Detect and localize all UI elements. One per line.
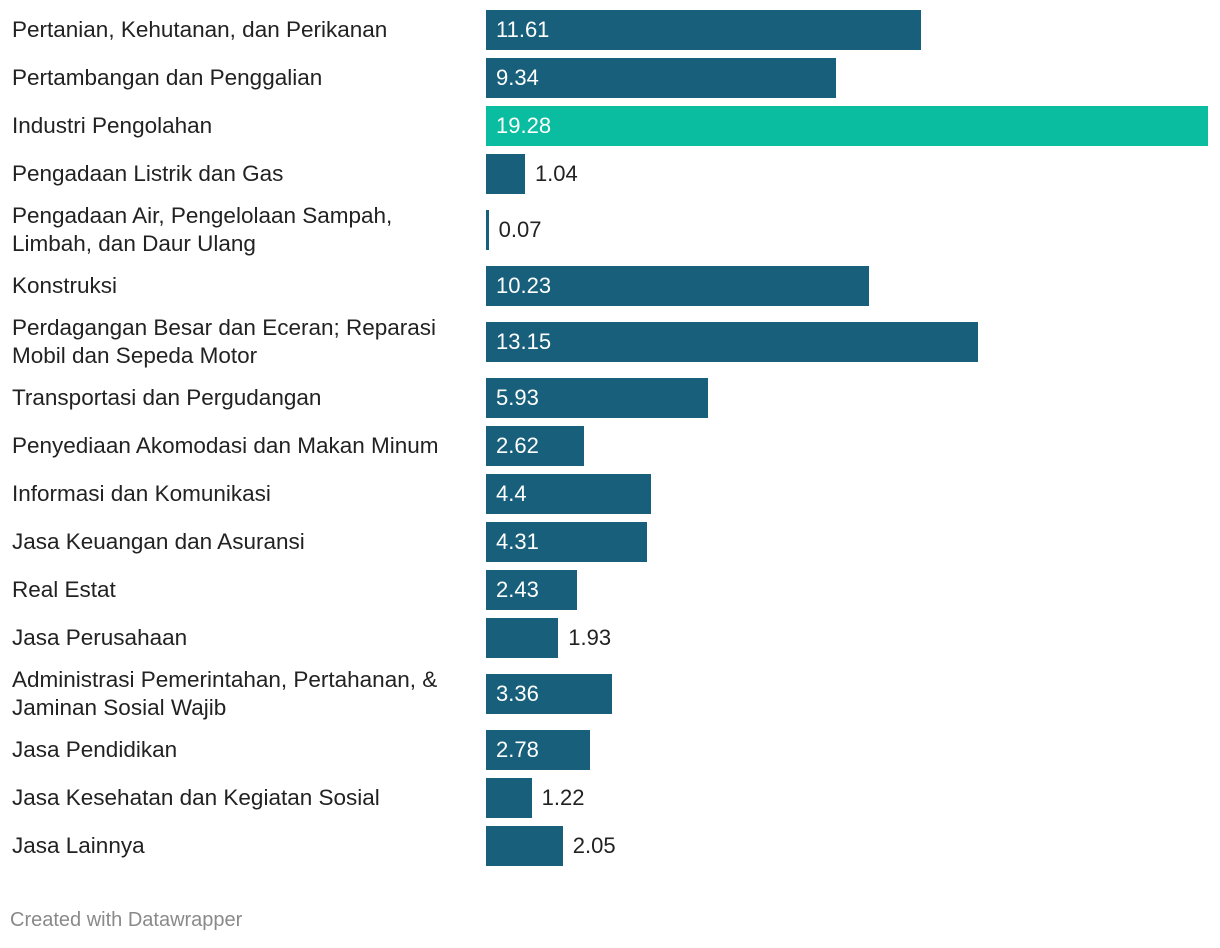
bar <box>486 426 585 466</box>
bar <box>486 322 979 362</box>
category-label: Penyediaan Akomodasi dan Makan Minum <box>12 433 439 458</box>
category-label: Informasi dan Komunikasi <box>12 481 271 506</box>
value-label: 1.22 <box>541 785 585 810</box>
value-label: 2.43 <box>496 577 539 602</box>
category-label: Jasa Pendidikan <box>12 737 178 762</box>
bar <box>486 154 525 194</box>
bar <box>486 778 532 818</box>
category-label: Pertambangan dan Penggalian <box>12 65 323 90</box>
category-label: Jasa Perusahaan <box>12 625 188 650</box>
value-label: 2.05 <box>572 833 616 858</box>
bar <box>486 826 563 866</box>
bar <box>486 106 1208 146</box>
datawrapper-credit[interactable]: Created with Datawrapper <box>10 909 243 931</box>
value-label: 1.04 <box>534 161 578 186</box>
bar <box>486 210 489 250</box>
value-label: 5.93 <box>496 385 539 410</box>
category-label: Jasa Kesehatan dan Kegiatan Sosial <box>12 785 380 810</box>
value-label: 19.28 <box>496 113 552 138</box>
value-label: 11.61 <box>496 17 550 42</box>
value-label: 3.36 <box>496 681 539 706</box>
category-label: Jasa Lainnya <box>12 833 145 858</box>
category-label: Pengadaan Listrik dan Gas <box>12 161 284 186</box>
bar <box>486 618 559 658</box>
bar <box>486 474 651 514</box>
category-label: Perdagangan Besar dan Eceran; Reparasi M… <box>12 315 437 368</box>
value-label: 0.07 <box>498 217 542 242</box>
bar <box>486 730 591 770</box>
bar <box>486 522 648 562</box>
bar <box>486 58 836 98</box>
category-label: Konstruksi <box>12 273 118 298</box>
bar <box>486 570 577 610</box>
value-label: 2.62 <box>496 433 539 458</box>
value-label: 9.34 <box>496 65 539 90</box>
value-label: 2.78 <box>496 737 539 762</box>
value-label: 4.4 <box>496 481 527 506</box>
value-label: 1.93 <box>568 625 612 650</box>
bar <box>486 266 870 306</box>
bar <box>486 378 709 418</box>
category-label: Transportasi dan Pergudangan <box>12 385 322 410</box>
bar <box>486 674 612 714</box>
category-label: Pengadaan Air, Pengelolaan Sampah, Limba… <box>12 203 393 256</box>
category-label: Administrasi Pemerintahan, Pertahanan, &… <box>12 667 438 720</box>
category-label: Jasa Keuangan dan Asuransi <box>12 529 305 554</box>
value-label: 10.23 <box>496 273 552 298</box>
category-label: Industri Pengolahan <box>12 113 213 138</box>
category-label: Real Estat <box>12 577 116 602</box>
category-label: Pertanian, Kehutanan, dan Perikanan <box>12 17 388 42</box>
value-label: 4.31 <box>496 529 539 554</box>
value-label: 13.15 <box>496 329 552 354</box>
bar-chart: Pertanian, Kehutanan, dan Perikanan 11.61… <box>12 10 1208 866</box>
bar <box>486 10 921 50</box>
